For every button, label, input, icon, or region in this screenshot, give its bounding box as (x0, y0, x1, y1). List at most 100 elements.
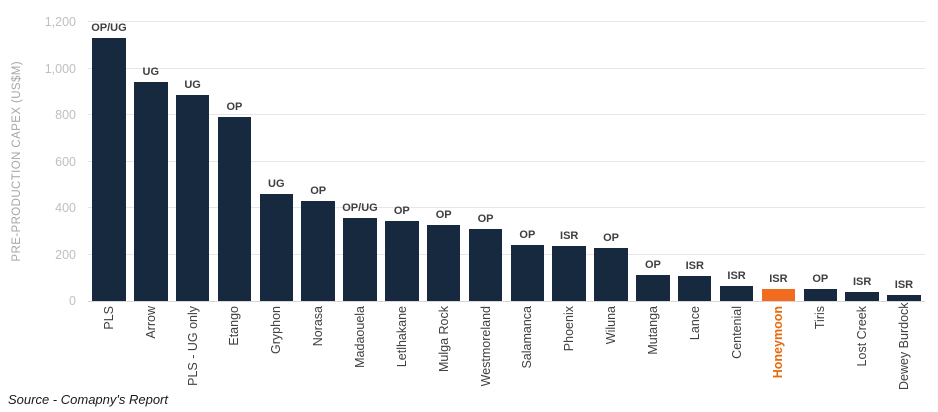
bar-slot: OP (506, 22, 548, 301)
category-label: Lance (687, 306, 702, 341)
x-label-cell: Mulga Rock (423, 306, 465, 390)
bar-annotation: OP (226, 101, 243, 114)
bar-slot: UG (172, 22, 214, 301)
bar (719, 285, 754, 301)
bar-annotation: ISR (685, 259, 704, 272)
x-label-cell: Dewey Burdock (883, 302, 925, 390)
bar-annotation: OP (603, 231, 619, 244)
bar-slot: OP (465, 22, 507, 301)
bar-annotation: ISR (727, 269, 746, 282)
x-label-cell: Phoenix (548, 306, 590, 390)
x-label-cell: Lance (674, 306, 716, 390)
y-tick-label: 200 (55, 247, 76, 262)
x-label-cell: Etango (214, 306, 256, 390)
bar-slot: ISR (716, 22, 758, 301)
y-tick-label: 800 (55, 108, 76, 123)
bar (217, 117, 252, 301)
bar-slot: UG (255, 22, 297, 301)
bar (92, 38, 126, 301)
y-tick-label: 1,000 (44, 61, 76, 76)
bar-annotation: ISR (852, 276, 872, 289)
x-axis-labels: PLS Arrow PLS - UG only Etango Gryphon N… (88, 302, 925, 390)
bar-slot: OP/UG (88, 22, 130, 301)
bar (385, 220, 419, 301)
x-label-cell: PLS (88, 306, 130, 390)
bar-annotation: OP (519, 229, 536, 242)
category-label: Arrow (143, 306, 158, 339)
bar (594, 247, 628, 301)
bar (468, 228, 503, 301)
bar (552, 245, 586, 301)
bar-slot: OP/UG (339, 22, 381, 301)
y-tick-label: 1,200 (44, 15, 76, 29)
bar (175, 95, 210, 301)
bar-annotation: OP (435, 209, 452, 222)
x-label-cell: Madaouela (339, 306, 381, 390)
category-label: Dewey Burdock (896, 302, 911, 390)
category-label: Gryphon (269, 306, 284, 354)
category-label: PLS - UG only (185, 306, 200, 386)
x-label-cell: Mutanga (632, 306, 674, 390)
x-label-cell: Honeymoon (758, 306, 800, 390)
x-label-cell: Arrow (130, 306, 172, 390)
x-label-cell: Tiris (799, 306, 841, 390)
category-label: PLS (101, 306, 116, 330)
bar-slot: OP (632, 22, 674, 301)
bar-annotation: OP (393, 204, 410, 217)
bar (426, 225, 461, 301)
x-label-cell: Centenial (716, 306, 758, 390)
x-label-cell: PLS - UG only (172, 306, 214, 390)
category-label: Honeymoon (771, 306, 786, 379)
bar-annotation: UG (142, 66, 160, 79)
x-label-cell: Westmoreland (465, 306, 507, 390)
category-label: Lost Creek (855, 306, 870, 367)
x-label-cell: Letlhakane (381, 306, 423, 390)
category-label: Norasa (311, 306, 326, 347)
bar-slot: OP (799, 22, 841, 301)
category-label: Mutanga (645, 306, 660, 355)
x-label-cell: Salamanca (506, 306, 548, 390)
bar-annotation: OP (644, 258, 661, 271)
category-label: Madaouela (352, 306, 367, 368)
bar-slot: ISR (758, 22, 800, 301)
y-tick-label: 400 (55, 201, 76, 216)
bar-slot: ISR (548, 22, 590, 301)
bar-slot: OP (214, 22, 256, 301)
bar-annotation: OP (310, 185, 327, 198)
bar-annotation: OP (477, 212, 494, 225)
bar-annotation: ISR (769, 273, 788, 286)
gridline (88, 114, 925, 115)
gridline (88, 21, 925, 22)
bar (259, 194, 294, 301)
bar-slot: OP (381, 22, 423, 301)
gridline (88, 67, 925, 69)
category-label: Westmoreland (478, 306, 493, 387)
bar (803, 288, 837, 301)
bar-annotation: ISR (894, 279, 914, 292)
category-label: Wiluna (604, 306, 619, 345)
y-tick-label: 600 (55, 154, 76, 169)
bar-slot: ISR (841, 22, 883, 301)
bar-annotation: OP (812, 272, 829, 285)
gridline (88, 160, 925, 162)
bar-slot: ISR (883, 22, 925, 301)
gridline (88, 253, 925, 255)
category-label: Etango (227, 306, 242, 346)
category-label: Centenial (729, 306, 744, 359)
source-note: Source - Comapny's Report (8, 392, 168, 407)
bar-annotation: UG (184, 79, 201, 92)
category-label: Mulga Rock (436, 306, 451, 372)
bar-slot: OP (423, 22, 465, 301)
category-label: Letlhakane (394, 306, 409, 368)
x-label-cell: Wiluna (590, 306, 632, 390)
bar-annotation: ISR (560, 229, 579, 242)
x-label-cell: Lost Creek (841, 306, 883, 390)
bar (887, 295, 921, 301)
category-label: Salamanca (520, 306, 535, 369)
x-label-cell: Norasa (297, 306, 339, 390)
bar (845, 292, 879, 301)
bar-slot: OP (590, 22, 632, 301)
bar (510, 245, 545, 301)
y-axis-ticks: 0 200 400 600 800 1,000 1,200 (0, 15, 76, 308)
